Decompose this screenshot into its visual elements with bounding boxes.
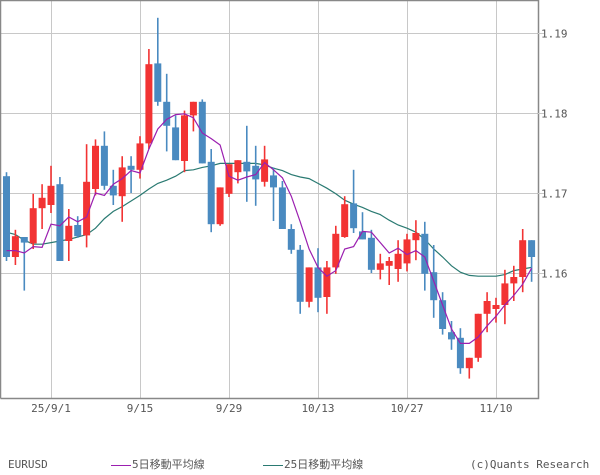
symbol-label: EURUSD [8, 458, 48, 471]
y-tick-label: 1.16 [541, 268, 568, 281]
candle-down [350, 169, 358, 233]
candle-up [92, 139, 99, 196]
candle-up [412, 220, 420, 261]
candle-down [252, 145, 260, 206]
candle-up [492, 297, 500, 323]
candle-down [207, 149, 215, 233]
candle-up [341, 196, 349, 238]
candle-up [83, 144, 91, 248]
candle-up [234, 160, 242, 184]
candle-down [421, 221, 429, 291]
x-axis-ticks: 25/9/1 9/15 9/29 10/13 10/27 11/10 [31, 402, 512, 415]
candle-down [528, 240, 536, 282]
candle-up [323, 261, 331, 314]
x-tick-label: 9/29 [216, 402, 243, 415]
legend-ma25: 25日移動平均線 [263, 458, 363, 472]
candle-down [296, 245, 304, 314]
ma5-swatch [111, 464, 131, 466]
x-tick-label: 25/9/1 [31, 402, 71, 415]
candles [3, 17, 536, 379]
candle-down [109, 169, 117, 205]
candle-down [163, 73, 171, 152]
candle-up [332, 225, 340, 274]
candle-down [314, 248, 322, 313]
y-tick-label: 1.17 [541, 188, 568, 201]
candle-up [403, 233, 411, 272]
candle-down [74, 216, 82, 238]
candle-up [38, 184, 46, 229]
candle-up [305, 267, 313, 308]
candle-down [3, 172, 10, 261]
x-tick-label: 10/27 [390, 402, 423, 415]
candle-up [376, 253, 384, 280]
candle-down [56, 177, 64, 261]
candle-down [270, 167, 277, 221]
candle-down [439, 292, 447, 335]
candle-down [287, 224, 295, 254]
candle-up [394, 240, 402, 282]
candle-up [118, 156, 126, 222]
candle-up [474, 313, 482, 362]
candle-up [225, 164, 233, 197]
candle-up [465, 357, 473, 379]
legend-ma5: 5日移動平均線 [111, 458, 205, 472]
x-tick-label: 10/13 [301, 402, 334, 415]
candle-up [385, 257, 393, 285]
candle-up [519, 229, 527, 293]
y-axis-ticks: 1.16 1.17 1.18 1.19 [538, 28, 568, 281]
candle-down [198, 99, 206, 164]
candle-up [29, 193, 37, 249]
legend-ma25-label: 25日移動平均線 [284, 458, 364, 471]
candle-up [11, 229, 19, 265]
candle-up [261, 145, 269, 187]
candle-down [456, 328, 464, 374]
candle-down [127, 156, 135, 193]
candle-down [100, 131, 108, 190]
candle-up [501, 269, 509, 325]
candle-down [448, 321, 455, 350]
candle-down [172, 115, 180, 161]
candle-up [189, 101, 197, 132]
ma25-swatch [263, 464, 283, 466]
candle-up [181, 110, 188, 173]
candle-down [243, 125, 251, 202]
x-tick-label: 9/15 [127, 402, 154, 415]
candle-up [145, 49, 153, 149]
copyright: (c)Quants Research [470, 458, 590, 471]
y-tick-label: 1.19 [541, 28, 568, 41]
legend-ma5-label: 5日移動平均線 [132, 458, 205, 471]
candle-down [278, 181, 286, 229]
candle-down [359, 212, 366, 240]
candle-down [367, 229, 375, 273]
candle-up [216, 187, 224, 226]
ma5-line [6, 113, 533, 344]
y-tick-label: 1.18 [541, 108, 568, 121]
x-tick-label: 11/10 [479, 402, 512, 415]
plot-frame [0, 0, 540, 400]
candle-up [47, 165, 55, 213]
candle-down [154, 17, 162, 106]
candle-down [20, 237, 28, 291]
